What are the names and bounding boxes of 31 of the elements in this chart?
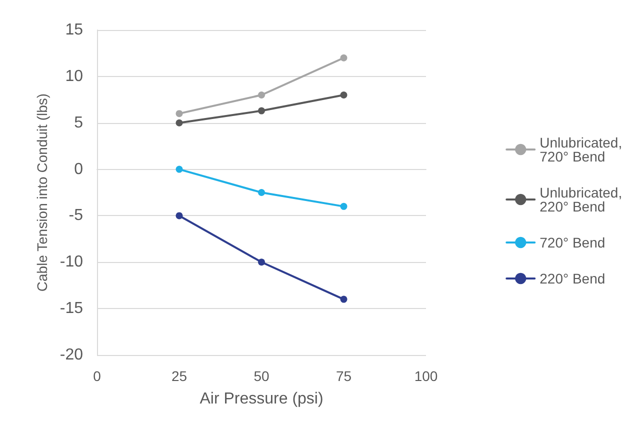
point	[258, 189, 265, 196]
point	[340, 92, 348, 98]
y-axis-title: Cable Tension into Conduit (lbs)	[34, 93, 50, 292]
x-tick-label: 25	[171, 368, 188, 384]
y-tick-label: 10	[65, 68, 84, 85]
legend-label: Unlubricated, 720° Bend	[540, 134, 626, 164]
point	[340, 54, 348, 62]
y-tick-label: -15	[60, 300, 84, 318]
point	[258, 258, 265, 266]
point	[176, 119, 183, 126]
x-axis-title: Air Pressure (psi)	[200, 390, 324, 408]
y-tick-label: 5	[74, 114, 84, 132]
y-tick-label: 15	[65, 22, 84, 38]
y-tick-label: -5	[68, 207, 84, 224]
point	[176, 166, 183, 173]
point	[258, 92, 265, 98]
point	[176, 212, 183, 220]
y-tick-label: -20	[60, 346, 84, 364]
legend-label: 220° Bend	[540, 270, 606, 286]
x-tick-label: 100	[414, 368, 438, 384]
x-tick-label: 0	[93, 368, 102, 384]
y-tick-label: 0	[74, 160, 84, 178]
y-tick-label: -10	[60, 254, 84, 271]
legend-label: 720° Bend	[540, 234, 606, 250]
point	[340, 296, 348, 303]
x-tick-label: 75	[336, 368, 352, 384]
legend-label: Unlubricated, 220° Bend	[540, 184, 626, 214]
x-tick-label: 50	[254, 368, 270, 384]
point	[176, 110, 183, 118]
point	[340, 202, 348, 210]
point	[258, 107, 265, 114]
